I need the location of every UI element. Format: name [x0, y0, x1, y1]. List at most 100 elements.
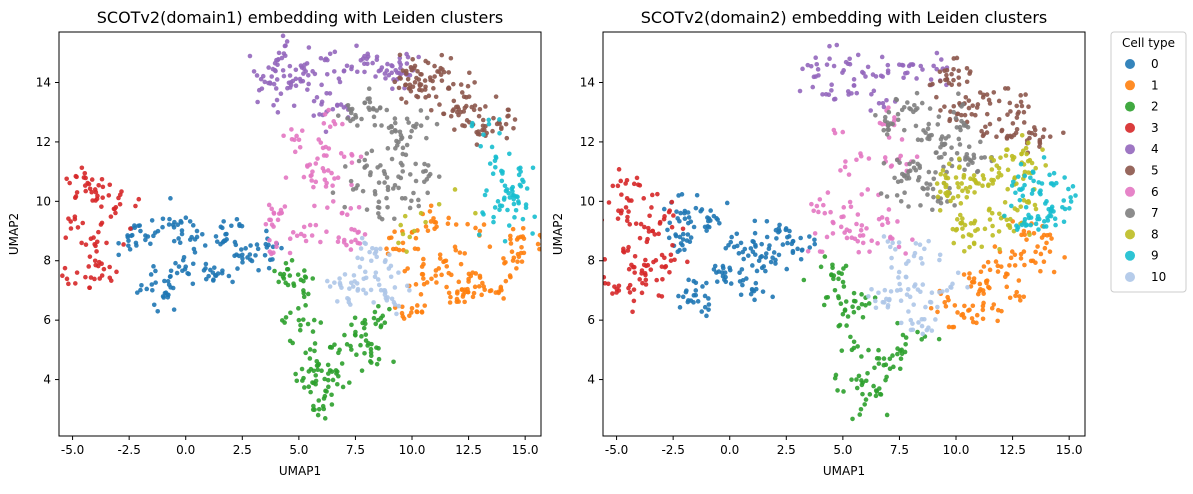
- data-point: [89, 177, 95, 182]
- data-point: [776, 252, 782, 258]
- data-point: [890, 240, 895, 246]
- data-point: [501, 256, 506, 261]
- data-point: [307, 347, 313, 352]
- data-point: [824, 234, 830, 240]
- data-point: [312, 203, 317, 209]
- data-point: [490, 171, 496, 176]
- data-point: [324, 90, 329, 96]
- data-point: [446, 215, 451, 221]
- data-point: [401, 316, 407, 321]
- data-point: [759, 265, 765, 271]
- data-point: [407, 205, 413, 211]
- legend-item-10: 10: [1125, 270, 1166, 284]
- data-point: [335, 239, 341, 245]
- data-point: [903, 341, 908, 347]
- data-point: [956, 156, 962, 162]
- data-point: [363, 241, 368, 247]
- data-point: [906, 204, 911, 209]
- data-point: [873, 113, 878, 118]
- data-point: [616, 167, 622, 172]
- data-point: [392, 79, 398, 85]
- data-point: [949, 71, 954, 77]
- data-point: [737, 279, 743, 284]
- data-point: [937, 252, 943, 258]
- data-point: [248, 257, 253, 262]
- data-point: [675, 249, 681, 254]
- data-point: [433, 220, 439, 225]
- data-point: [373, 321, 379, 327]
- data-point: [1022, 173, 1028, 179]
- data-point: [898, 199, 904, 204]
- data-point: [160, 224, 165, 230]
- x-tick-label: 10.0: [943, 443, 970, 457]
- data-point: [836, 276, 841, 282]
- data-point: [384, 175, 390, 180]
- data-point: [884, 97, 889, 103]
- data-point: [418, 210, 424, 216]
- data-point: [838, 224, 844, 230]
- data-point: [79, 240, 84, 246]
- data-point: [314, 95, 320, 100]
- data-point: [964, 194, 970, 200]
- data-point: [83, 188, 89, 194]
- data-point: [1029, 191, 1035, 196]
- data-point: [511, 196, 516, 202]
- data-point: [889, 265, 894, 270]
- data-point: [530, 231, 535, 236]
- data-point: [841, 389, 846, 394]
- data-point: [512, 117, 518, 122]
- data-point: [946, 134, 951, 139]
- data-point: [914, 90, 920, 96]
- data-point: [313, 381, 318, 387]
- data-point: [74, 190, 80, 195]
- data-point: [937, 69, 943, 75]
- data-point: [820, 92, 825, 97]
- data-point: [981, 132, 987, 137]
- cluster-0: [116, 196, 284, 314]
- data-point: [493, 94, 499, 99]
- data-point: [269, 74, 275, 79]
- data-point: [970, 303, 976, 309]
- data-point: [276, 279, 282, 285]
- data-point: [332, 342, 337, 347]
- data-point: [714, 279, 720, 284]
- data-point: [667, 220, 673, 226]
- data-point: [849, 377, 854, 382]
- data-point: [434, 280, 439, 285]
- data-point: [481, 222, 487, 227]
- data-point: [899, 178, 904, 184]
- data-point: [378, 287, 384, 293]
- data-point: [377, 214, 382, 220]
- data-point: [798, 256, 804, 262]
- data-point: [866, 347, 871, 353]
- data-point: [373, 246, 379, 252]
- data-point: [297, 144, 303, 150]
- data-point: [371, 300, 376, 305]
- data-point: [426, 173, 432, 179]
- data-point: [866, 156, 872, 161]
- data-point: [312, 348, 317, 354]
- data-point: [155, 308, 161, 314]
- data-point: [1062, 206, 1068, 212]
- data-point: [720, 265, 726, 271]
- panel-title: SCOTv2(domain2) embedding with Leiden cl…: [641, 8, 1048, 27]
- data-point: [143, 233, 148, 238]
- data-point: [335, 102, 340, 108]
- legend-item-9: 9: [1125, 249, 1159, 263]
- data-point: [674, 209, 679, 214]
- data-point: [432, 63, 437, 69]
- data-point: [537, 246, 541, 252]
- data-point: [363, 291, 369, 296]
- data-point: [753, 242, 758, 248]
- data-point: [234, 216, 240, 222]
- data-point: [212, 265, 217, 270]
- data-point: [908, 317, 914, 323]
- data-point: [423, 168, 428, 174]
- data-point: [1068, 195, 1073, 200]
- data-point: [327, 124, 333, 130]
- data-point: [329, 369, 335, 374]
- data-point: [505, 207, 510, 213]
- data-point: [167, 216, 172, 222]
- data-point: [954, 151, 960, 156]
- data-point: [87, 254, 93, 259]
